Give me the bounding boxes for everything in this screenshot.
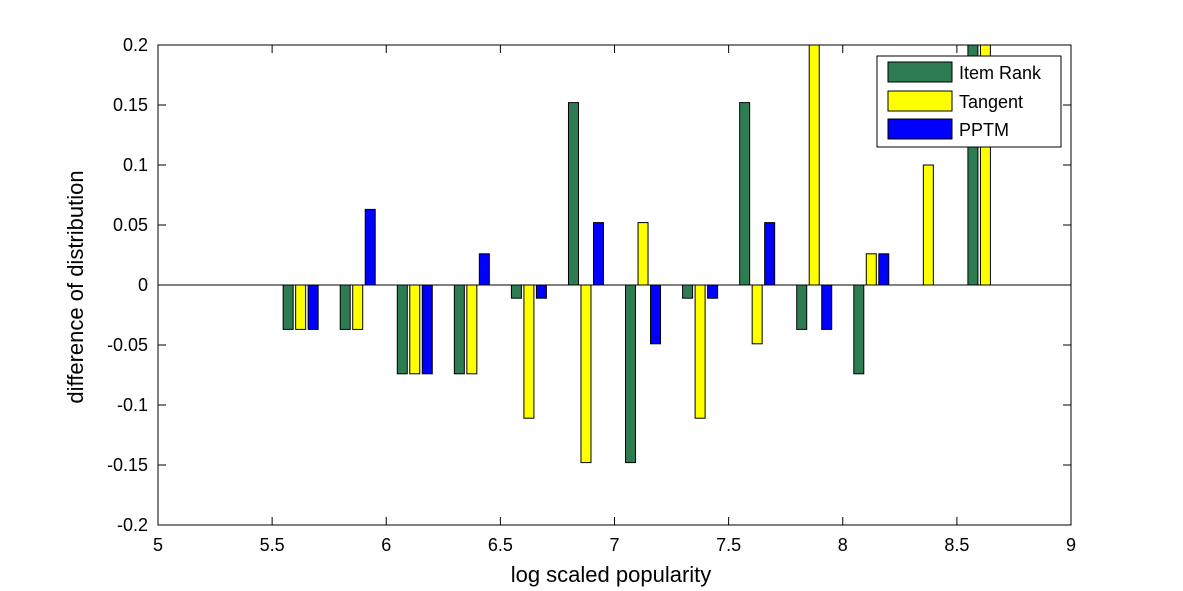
x-axis-label: log scaled popularity <box>511 562 712 587</box>
bar-item-rank <box>796 284 808 330</box>
bar-tangent <box>352 284 364 330</box>
bar-item-rank <box>282 284 294 330</box>
y-tick-label: 0.1 <box>123 155 148 175</box>
x-tick-label: 6.5 <box>488 535 513 555</box>
y-axis-label: difference of distribution <box>63 170 88 403</box>
bar-tangent <box>580 284 592 464</box>
bar-tangent <box>865 253 877 286</box>
bar-tangent <box>637 222 649 286</box>
bar-pptm <box>592 222 604 286</box>
y-ticks: -0.2 -0.15 -0.1 -0.05 0 0.05 0.1 0.15 0.2 <box>107 35 1071 535</box>
legend-label-pptm: PPTM <box>959 120 1009 140</box>
bar-pptm <box>364 208 376 286</box>
bar-pptm <box>764 222 776 286</box>
bar-pptm <box>535 284 547 299</box>
bar-tangent <box>295 284 307 330</box>
y-tick-label: -0.2 <box>117 515 148 535</box>
bar-tangent <box>409 284 421 375</box>
legend-label-item-rank: Item Rank <box>959 63 1042 83</box>
bar-tangent <box>523 284 535 419</box>
y-tick-label: -0.05 <box>107 335 148 355</box>
bar-item-rank <box>567 102 579 286</box>
legend-swatch-tangent <box>887 90 953 112</box>
legend: Item Rank Tangent PPTM <box>876 55 1062 148</box>
bar-item-rank <box>339 284 351 330</box>
bar-pptm <box>478 253 490 286</box>
legend-swatch-pptm <box>887 118 953 140</box>
y-tick-label: -0.1 <box>117 395 148 415</box>
bar-tangent <box>694 284 706 419</box>
bar-item-rank <box>396 284 408 375</box>
x-tick-label: 7 <box>609 535 619 555</box>
bar-pptm <box>421 284 433 375</box>
x-tick-label: 6 <box>381 535 391 555</box>
bar-tangent <box>751 284 763 345</box>
x-tick-label: 9 <box>1066 535 1076 555</box>
bar-pptm <box>650 284 662 345</box>
bar-pptm <box>878 253 890 286</box>
x-tick-label: 5 <box>153 535 163 555</box>
x-tick-label: 8.5 <box>944 535 969 555</box>
bar-pptm <box>307 284 319 330</box>
bar-pptm <box>707 284 719 299</box>
y-tick-label: 0.05 <box>113 215 148 235</box>
y-tick-label: 0 <box>138 275 148 295</box>
bar-item-rank <box>739 102 751 286</box>
bar-item-rank <box>453 284 465 375</box>
bar-tangent <box>466 284 478 375</box>
y-tick-label: 0.2 <box>123 35 148 55</box>
bar-item-rank <box>510 284 522 299</box>
legend-swatch-item-rank <box>887 61 953 83</box>
bar-item-rank <box>625 284 637 464</box>
y-tick-label: -0.15 <box>107 455 148 475</box>
bar-tangent <box>922 164 934 286</box>
x-tick-label: 7.5 <box>716 535 741 555</box>
bar-tangent <box>808 44 820 286</box>
x-ticks: 5 5.5 6 6.5 7 7.5 8 8.5 9 <box>153 45 1076 555</box>
legend-label-tangent: Tangent <box>959 92 1023 112</box>
bar-item-rank <box>853 284 865 375</box>
bar-pptm <box>821 284 833 330</box>
bar-item-rank <box>682 284 694 299</box>
x-tick-label: 8 <box>838 535 848 555</box>
x-tick-label: 5.5 <box>260 535 285 555</box>
y-tick-label: 0.15 <box>113 95 148 115</box>
